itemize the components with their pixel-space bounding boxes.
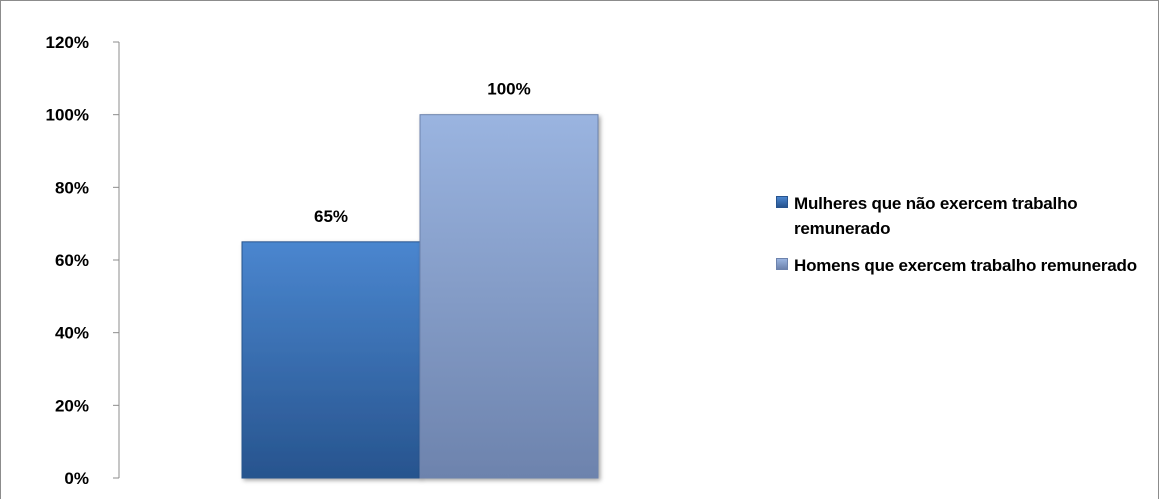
legend-label-mulheres: Mulheres que não exercem trabalho remune… <box>794 194 1078 238</box>
legend: Mulheres que não exercem trabalho remune… <box>776 191 1156 290</box>
y-tick-label: 20% <box>55 396 89 415</box>
bar-homens <box>419 114 599 479</box>
legend-item-homens: Homens que exercem trabalho remunerado <box>776 253 1156 278</box>
y-tick-label: 80% <box>55 178 89 197</box>
y-tick-label: 120% <box>46 33 89 52</box>
y-axis: 0% 20% 40% 60% 80% 100% 120% <box>46 33 120 488</box>
y-tick-label: 40% <box>55 324 89 343</box>
data-labels: 65% 100% <box>314 80 531 226</box>
bars <box>241 114 599 479</box>
data-label-mulheres: 65% <box>314 207 348 226</box>
bar-mulheres <box>241 241 421 479</box>
legend-swatch-mulheres <box>776 196 788 208</box>
legend-label-homens: Homens que exercem trabalho remunerado <box>794 256 1137 275</box>
y-tick-label: 0% <box>64 469 89 488</box>
data-label-homens: 100% <box>487 80 530 99</box>
y-tick-label: 60% <box>55 251 89 270</box>
legend-swatch-homens <box>776 258 788 270</box>
y-tick-label: 100% <box>46 106 89 125</box>
legend-item-mulheres: Mulheres que não exercem trabalho remune… <box>776 191 1156 241</box>
